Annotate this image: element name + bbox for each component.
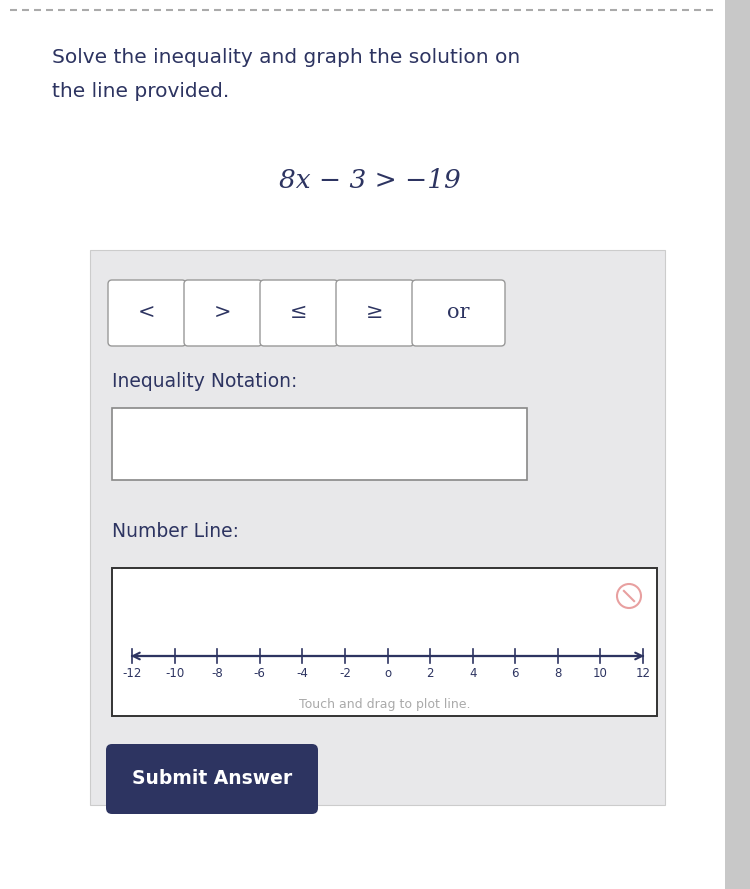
FancyBboxPatch shape [260, 280, 338, 346]
Text: -12: -12 [122, 667, 142, 680]
FancyBboxPatch shape [90, 250, 665, 805]
Text: ≥: ≥ [366, 303, 384, 323]
FancyBboxPatch shape [106, 744, 318, 814]
Text: -4: -4 [296, 667, 308, 680]
Text: -2: -2 [339, 667, 351, 680]
FancyBboxPatch shape [184, 280, 262, 346]
Text: Inequality Notation:: Inequality Notation: [112, 372, 297, 391]
FancyBboxPatch shape [336, 280, 414, 346]
Text: -10: -10 [165, 667, 184, 680]
Text: 10: 10 [593, 667, 608, 680]
FancyBboxPatch shape [412, 280, 505, 346]
Text: Touch and drag to plot line.: Touch and drag to plot line. [298, 698, 470, 711]
Text: -8: -8 [211, 667, 223, 680]
Text: 12: 12 [635, 667, 650, 680]
Text: 4: 4 [469, 667, 476, 680]
Text: 8: 8 [554, 667, 562, 680]
Text: Solve the inequality and graph the solution on: Solve the inequality and graph the solut… [52, 48, 520, 67]
Text: or: or [447, 303, 470, 323]
FancyBboxPatch shape [108, 280, 186, 346]
Text: -6: -6 [254, 667, 266, 680]
Text: 8x − 3 > −19: 8x − 3 > −19 [279, 168, 460, 193]
Text: the line provided.: the line provided. [52, 82, 230, 101]
Text: 2: 2 [426, 667, 433, 680]
Text: o: o [384, 667, 391, 680]
Text: Number Line:: Number Line: [112, 522, 239, 541]
Text: ≤: ≤ [290, 303, 308, 323]
FancyBboxPatch shape [725, 0, 750, 889]
Text: Submit Answer: Submit Answer [132, 770, 292, 789]
FancyBboxPatch shape [112, 408, 527, 480]
FancyBboxPatch shape [0, 0, 725, 889]
Text: <: < [138, 303, 156, 323]
Text: >: > [214, 303, 232, 323]
Text: 6: 6 [512, 667, 519, 680]
FancyBboxPatch shape [112, 568, 657, 716]
